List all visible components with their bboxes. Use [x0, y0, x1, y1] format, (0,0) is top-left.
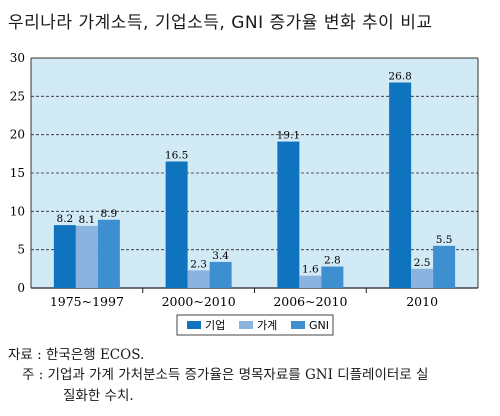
bar-GNI — [209, 261, 232, 288]
bar-가계 — [411, 268, 434, 288]
bar-기업 — [53, 225, 76, 288]
bar-value-label: 1.6 — [302, 264, 319, 276]
bar-GNI — [97, 219, 120, 288]
legend-label-가계: 가계 — [257, 319, 277, 332]
legend-swatch-기업 — [187, 321, 201, 329]
chart-title: 우리나라 가계소득, 기업소득, GNI 증가율 변화 추이 비교 — [8, 13, 433, 33]
bar-기업 — [389, 82, 412, 289]
bar-value-label: 8.2 — [57, 213, 74, 225]
legend-swatch-GNI — [291, 321, 305, 329]
bar-기업 — [277, 141, 300, 288]
x-category-label: 2000~2010 — [162, 294, 236, 309]
source-note: 자료 : 한국은행 ECOS. — [8, 347, 145, 363]
y-tick-label: 0 — [17, 281, 25, 295]
footnote-line-1: 주 : 기업과 가계 가처분소득 증가율은 명목자료를 GNI 디플레이터로 실 — [22, 367, 429, 383]
y-tick-label: 30 — [10, 51, 25, 65]
x-category-label: 2006~2010 — [273, 294, 347, 309]
bar-가계 — [187, 270, 210, 288]
bar-value-label: 3.4 — [212, 250, 229, 262]
legend-box — [176, 314, 334, 336]
bar-value-label: 8.1 — [79, 214, 96, 226]
bar-value-label: 26.8 — [388, 71, 411, 83]
bar-value-label: 5.5 — [436, 234, 453, 246]
legend-label-기업: 기업 — [205, 319, 225, 332]
bar-value-label: 8.9 — [101, 208, 118, 220]
legend-swatch-가계 — [239, 321, 253, 329]
bar-value-label: 19.1 — [277, 130, 300, 142]
bar-가계 — [75, 225, 98, 288]
y-tick-label: 10 — [10, 204, 25, 218]
y-tick-label: 20 — [10, 128, 25, 142]
legend-label-GNI: GNI — [309, 319, 329, 332]
bar-value-label: 2.3 — [190, 258, 207, 270]
bar-value-label: 2.8 — [324, 255, 341, 267]
y-tick-label: 5 — [17, 243, 25, 257]
bar-value-label: 2.5 — [414, 257, 431, 269]
bar-기업 — [165, 161, 188, 288]
bar-value-label: 16.5 — [165, 150, 188, 162]
bar-chart: 0 5 10 15 20 25 30 1975~1997 8.2 8.1 8.9 2000~2010 1… — [10, 51, 479, 336]
bar-GNI — [321, 266, 344, 288]
y-tick-label: 25 — [10, 89, 25, 103]
x-category-label: 2010 — [406, 294, 438, 309]
bar-GNI — [433, 245, 456, 288]
bar-가계 — [299, 275, 322, 288]
y-tick-label: 15 — [10, 166, 25, 180]
x-category-label: 1975~1997 — [50, 294, 124, 309]
footnote-line-2: 질화한 수치. — [63, 388, 134, 404]
